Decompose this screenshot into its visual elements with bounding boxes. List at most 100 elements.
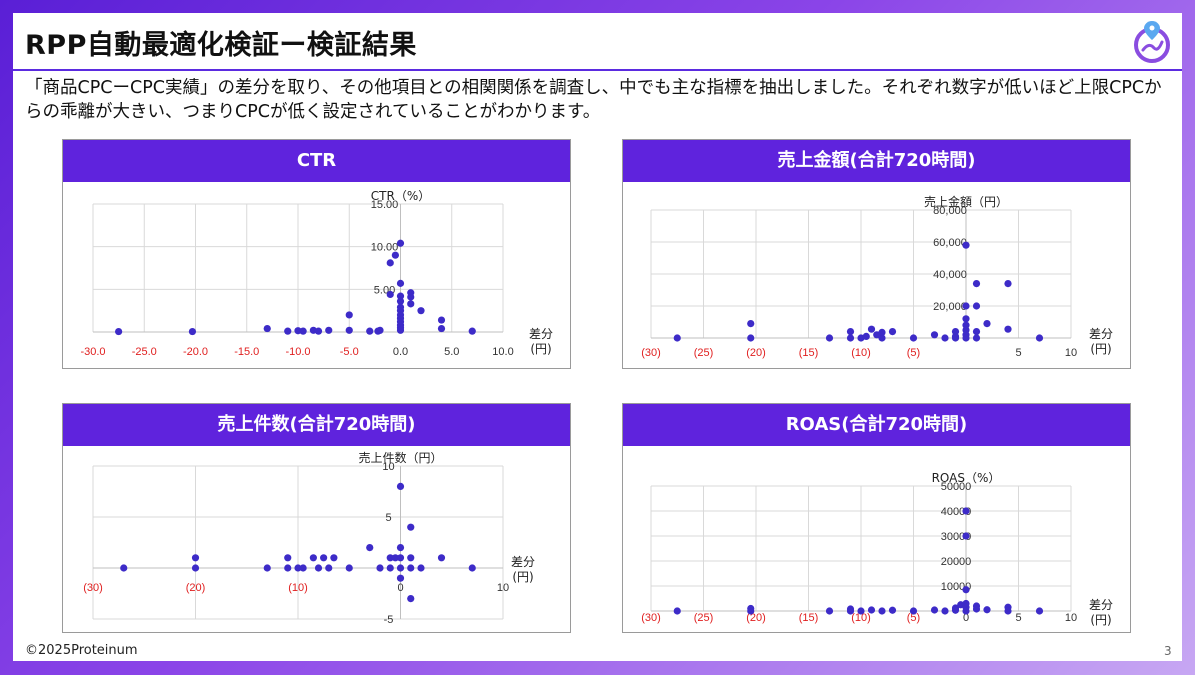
y-axis-label: 売上金額（円）	[924, 194, 1008, 209]
data-point	[366, 544, 374, 552]
data-point	[330, 554, 338, 562]
data-point	[962, 607, 970, 615]
x-axis-label: 差分	[1089, 327, 1113, 341]
y-tick-label: 5	[385, 512, 391, 524]
data-point	[407, 523, 415, 531]
x-tick-label: (15)	[799, 612, 819, 624]
x-tick-label: (30)	[641, 612, 661, 624]
x-tick-label: -25.0	[132, 346, 157, 358]
data-point	[1035, 607, 1044, 615]
data-point	[878, 328, 886, 336]
data-point	[345, 311, 353, 319]
data-point	[407, 595, 415, 603]
grid	[92, 465, 504, 620]
data-point	[320, 554, 328, 562]
data-point	[294, 564, 302, 572]
data-point	[386, 554, 394, 562]
data-point	[867, 325, 876, 333]
x-tick-label: (10)	[851, 347, 871, 359]
data-point	[972, 605, 981, 613]
y-axis-label: 売上件数（円）	[358, 450, 442, 465]
x-tick-label: 5.0	[444, 346, 459, 358]
y-tick-label: 10	[382, 461, 394, 473]
x-tick-label: (20)	[746, 612, 766, 624]
x-tick-label: 10	[1065, 612, 1077, 624]
data-point	[951, 328, 960, 336]
data-point	[396, 482, 405, 490]
data-point	[437, 324, 446, 333]
data-point	[396, 279, 405, 287]
chart-title: ROAS(合計720時間)	[623, 404, 1130, 446]
ctr-chart-panel: CTR 5.00 10.00 15.00 -30.0 -25.0 -20.0 -15.0 -1…	[62, 139, 571, 369]
x-axis-label: (円)	[530, 342, 551, 356]
data-point	[396, 326, 405, 334]
data-point	[263, 324, 271, 333]
data-point	[972, 328, 981, 336]
data-point	[191, 554, 200, 562]
data-point	[407, 300, 415, 308]
data-point	[284, 327, 292, 335]
chart-title: 売上金額(合計720時間)	[623, 140, 1130, 182]
chart-title: 売上件数(合計720時間)	[63, 404, 570, 446]
x-tick-label: 0	[397, 582, 403, 594]
x-axis-label: 差分	[511, 555, 535, 569]
data-point	[962, 334, 970, 342]
data-point	[468, 564, 476, 572]
x-tick-label: (15)	[799, 347, 819, 359]
data-point	[120, 564, 128, 572]
data-point	[1004, 607, 1012, 615]
data-point	[299, 327, 307, 335]
data-point	[941, 607, 949, 615]
data-point	[188, 327, 197, 336]
x-tick-label: -20.0	[183, 346, 208, 358]
page-number: 3	[1164, 644, 1172, 658]
roas-chart-panel: ROAS(合計720時間) 10000 20000 30000 40000 50000(…	[622, 403, 1131, 633]
data-point	[867, 606, 876, 614]
data-points	[673, 241, 1044, 342]
data-point	[325, 326, 333, 334]
data-point	[862, 332, 870, 340]
data-point	[1004, 325, 1012, 333]
data-point	[846, 334, 855, 342]
data-point	[396, 544, 405, 552]
data-point	[191, 564, 200, 572]
data-point	[314, 564, 323, 572]
data-point	[825, 334, 834, 342]
data-point	[747, 604, 755, 613]
data-points	[673, 507, 1044, 615]
x-tick-label: -10.0	[285, 346, 310, 358]
x-tick-label: (30)	[83, 582, 103, 594]
x-tick-label: 5	[1015, 612, 1021, 624]
data-point	[376, 564, 384, 572]
data-point	[396, 574, 405, 582]
data-point	[417, 307, 425, 315]
data-point	[673, 607, 681, 615]
sales-amount-chart-panel: 売上金額(合計720時間) 20,000 40,000 60,000 80,000 (3…	[622, 139, 1131, 369]
data-point	[314, 327, 323, 335]
data-point	[396, 554, 405, 562]
data-point	[376, 326, 384, 334]
x-tick-label: -5.0	[340, 346, 359, 358]
grid	[650, 485, 1072, 611]
grid	[650, 209, 1072, 338]
y-tick-label: 60,000	[933, 237, 967, 249]
x-tick-label: (5)	[907, 347, 920, 359]
data-point	[972, 334, 981, 342]
x-axis-label: (円)	[512, 570, 533, 584]
data-point	[747, 320, 755, 328]
data-points	[115, 239, 476, 336]
y-axis-label: CTR（%）	[371, 189, 430, 203]
x-axis-label: 差分	[1089, 598, 1113, 612]
y-tick-label: 10.00	[371, 242, 399, 254]
data-point	[888, 328, 897, 336]
x-tick-label: 0	[963, 612, 969, 624]
x-tick-label: (5)	[907, 612, 920, 624]
description-text: 「商品CPCーCPC実績」の差分を取り、その他項目との相関関係を調査し、中でも主…	[25, 78, 1162, 122]
y-tick-label: 50000	[941, 481, 972, 493]
x-tick-label: (10)	[288, 582, 308, 594]
x-tick-label: -15.0	[234, 346, 259, 358]
data-point	[391, 554, 399, 562]
data-point	[386, 290, 394, 299]
data-point	[407, 554, 415, 562]
